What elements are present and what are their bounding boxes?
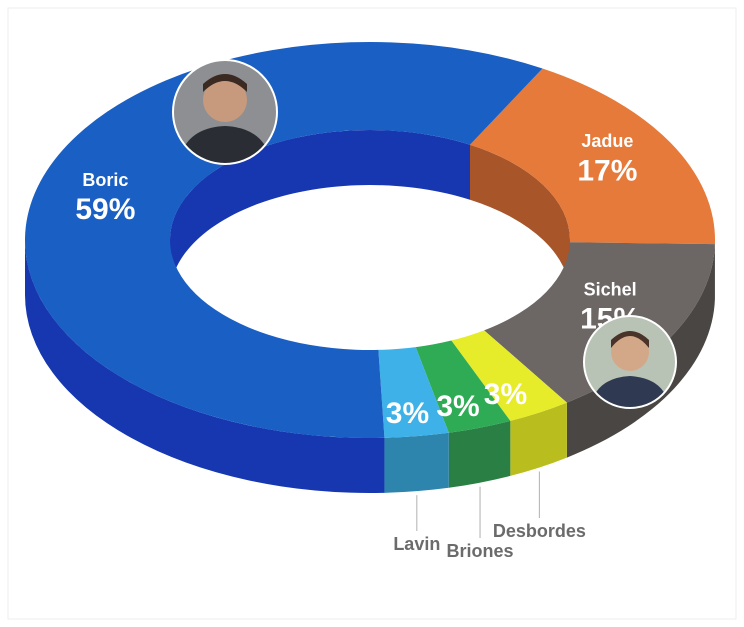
inner-wall [170,130,470,295]
value-label: 3% [484,378,527,411]
category-label: Boric [82,170,128,190]
slice [470,68,715,245]
category-label: Sichel [584,280,637,300]
slice [451,330,567,421]
value-label: 3% [436,390,479,423]
slice [25,42,543,439]
inner-wall [470,144,570,295]
faces [25,42,715,439]
category-label: Desbordes [493,521,586,541]
value-label: 59% [75,193,135,226]
slice [378,347,449,438]
photo-sichel [583,315,677,409]
value-label: 3% [386,397,429,430]
outer-wall [510,402,567,476]
photo-boric [172,59,278,165]
outer-wall [566,244,715,458]
slice [415,340,511,433]
outer-wall [448,420,511,488]
category-label: Jadue [581,131,633,151]
value-label: 17% [577,154,637,187]
outer-wall [25,240,385,494]
outer-wall [384,432,449,493]
category-label: Briones [447,541,514,561]
slice [484,242,715,403]
walls [25,130,715,494]
category-label: Lavin [393,534,440,554]
